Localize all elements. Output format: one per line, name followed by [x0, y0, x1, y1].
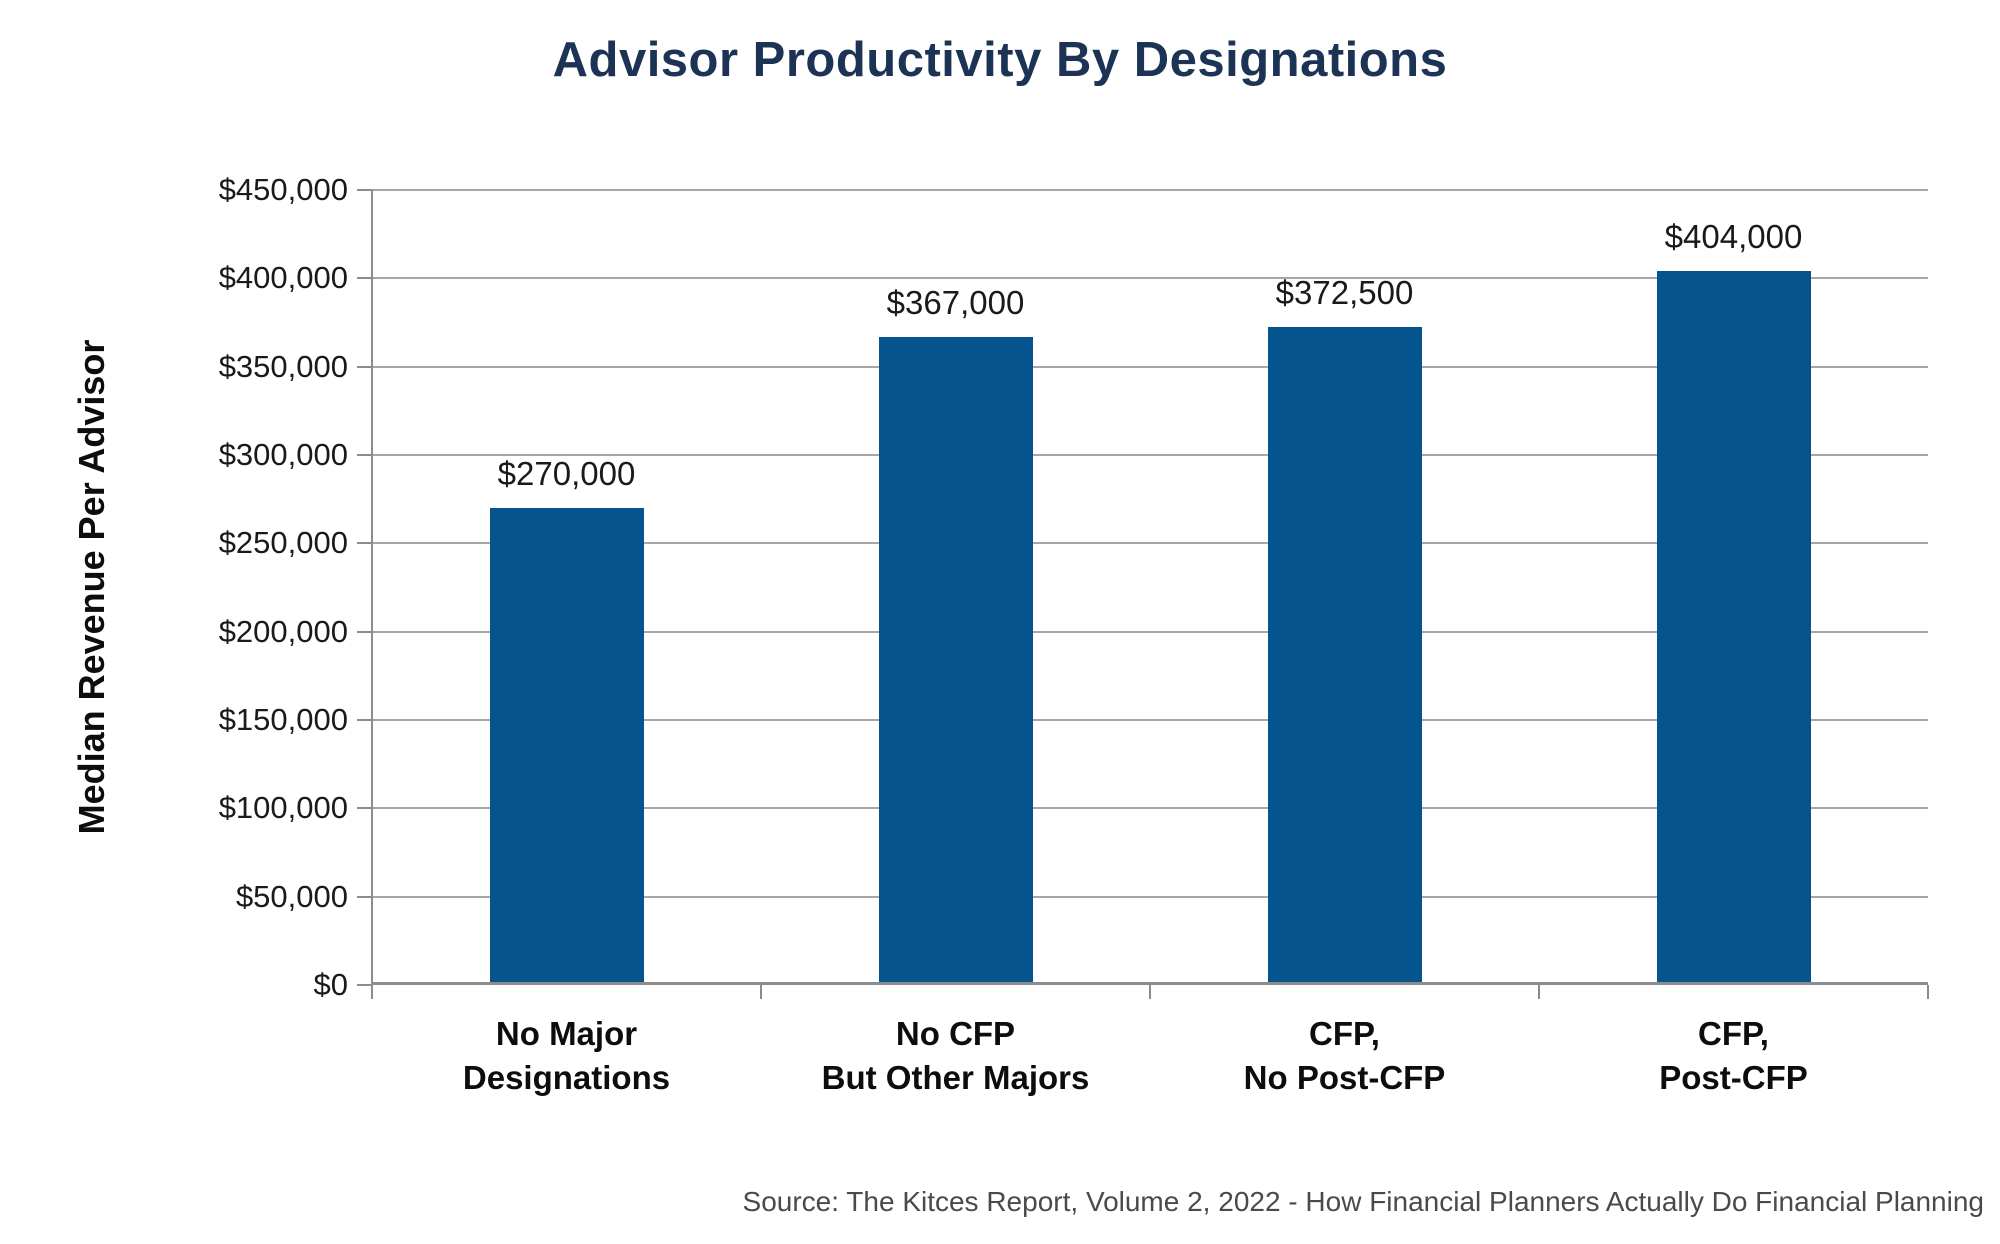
y-axis-tick-mark: [357, 807, 372, 810]
x-category-label: CFP, No Post-CFP: [1243, 1015, 1446, 1096]
y-tick-label: $400,000: [218, 260, 348, 296]
x-axis-tick-mark: [1538, 985, 1540, 999]
gridline: [372, 277, 1928, 280]
y-axis-tick-mark: [357, 542, 372, 545]
source-note: Source: The Kitces Report, Volume 2, 202…: [742, 1186, 1984, 1217]
gridline: [372, 895, 1928, 898]
y-tick-label: $350,000: [218, 348, 348, 384]
y-tick-label: $150,000: [218, 702, 348, 737]
gridline: [372, 542, 1928, 545]
y-axis-tick-mark: [357, 984, 372, 986]
bar-value-label: $372,500: [1275, 274, 1414, 311]
y-tick-label: $50,000: [235, 878, 348, 914]
y-tick-label: $100,000: [218, 790, 348, 826]
plot-area: $270,000 $367,000 $372,500 $404,000: [357, 189, 1929, 999]
gridline: [372, 365, 1928, 368]
y-tick-label: $250,000: [218, 525, 348, 561]
y-tick-label: $300,000: [218, 437, 348, 472]
x-axis-line: [372, 982, 1928, 985]
x-category-label: CFP, Post-CFP: [1659, 1015, 1808, 1096]
gridline: [372, 719, 1928, 721]
y-tick-label: $0: [313, 967, 348, 1002]
chart-title: Advisor Productivity By Designations: [552, 33, 1448, 87]
bar-value-label: $270,000: [497, 455, 636, 492]
x-category-label: No CFP But Other Majors: [821, 1015, 1090, 1096]
y-axis-title: Median Revenue Per Advisor: [71, 339, 112, 835]
y-axis-tick-mark: [357, 189, 372, 191]
y-axis-tick-mark: [357, 365, 372, 368]
bar-value-label: $367,000: [886, 284, 1025, 321]
bar: [489, 508, 644, 985]
y-axis-line: [371, 190, 373, 999]
bar: [1267, 327, 1422, 985]
y-axis-tick-mark: [357, 454, 372, 456]
gridline: [372, 189, 1928, 191]
x-axis-tick-mark: [1927, 985, 1929, 999]
y-axis-tick-mark: [357, 277, 372, 280]
bar: [1656, 271, 1811, 985]
bar-value-label: $404,000: [1664, 218, 1803, 255]
y-axis-tick-mark: [357, 895, 372, 898]
x-category-label: No Major Designations: [462, 1015, 671, 1096]
y-axis-tick-mark: [357, 630, 372, 633]
bar: [878, 337, 1033, 985]
gridline: [372, 807, 1928, 810]
y-tick-label: $200,000: [218, 613, 348, 649]
gridline: [372, 630, 1928, 633]
y-axis-tick-mark: [357, 719, 372, 721]
gridline: [372, 454, 1928, 456]
x-axis-tick-mark: [1149, 985, 1151, 999]
x-axis-tick-mark: [760, 985, 762, 999]
y-tick-label: $450,000: [218, 172, 348, 207]
